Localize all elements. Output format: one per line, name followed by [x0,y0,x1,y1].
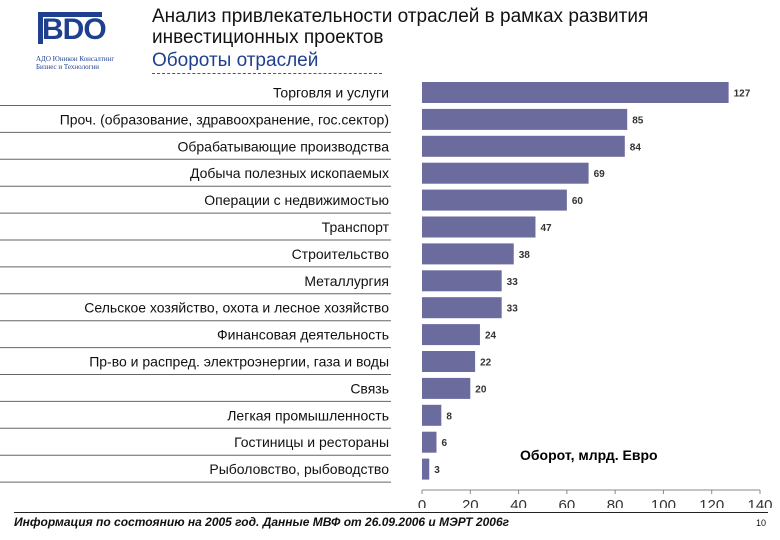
x-tick-label: 140 [747,497,772,508]
page-number: 10 [755,518,766,528]
bar [422,431,437,453]
category-label: Обрабатывающие производства [177,138,389,154]
bar [422,82,729,103]
bar [422,135,625,157]
value-label: 3 [434,465,440,476]
category-label: Сельское хозяйство, охота и лесное хозяй… [84,300,389,316]
bar [422,108,628,130]
category-label: Пр-во и распред. электроэнергии, газа и … [89,354,389,370]
footer-note: Информация по состоянию на 2005 год. Дан… [14,515,510,529]
category-label: Строительство [292,246,390,262]
category-label: Торговля и услуги [273,85,389,101]
value-label: 8 [446,411,452,422]
category-label: Транспорт [322,219,390,235]
bar [422,189,567,211]
bar [422,351,476,372]
category-label: Легкая промышленность [227,407,389,423]
bdo-logo: BDO АДО Юникон Консалтинг Бизнес и Техно… [36,12,136,72]
category-label: Добыча полезных ископаемых [190,165,389,181]
bar [422,458,430,480]
x-tick-label: 100 [651,497,676,508]
category-label: Финансовая деятельность [217,327,389,343]
category-label: Связь [350,380,389,396]
bar [422,270,502,292]
bar [422,297,502,319]
value-label: 60 [572,196,584,207]
category-label: Гостиницы и рестораны [234,434,389,450]
bar [422,162,589,184]
category-label: Операции с недвижимостью [204,192,389,208]
bar [422,324,480,346]
x-tick-label: 20 [462,497,479,508]
value-label: 84 [630,142,642,153]
page-subtitle: Обороты отраслей [152,50,319,71]
x-tick-label: 120 [699,497,724,508]
value-label: 22 [480,358,492,369]
logo-frame [38,12,102,44]
logo-name: BDO [42,13,107,46]
category-label: Металлургия [304,273,389,289]
x-tick-label: 60 [559,497,576,508]
value-label: 33 [507,277,519,288]
logo-subtitle-2: Бизнес и Технологии [36,63,99,71]
x-tick-label: 0 [418,497,426,508]
bar [422,377,471,399]
value-label: 127 [734,89,751,100]
unit-label: Оборот, млрд. Евро [520,447,658,463]
logo-subtitle-1: АДО Юникон Консалтинг [36,55,115,63]
value-label: 85 [632,115,644,126]
bar [422,404,442,426]
bar [422,243,514,265]
x-tick-label: 80 [607,497,624,508]
value-label: 47 [540,223,552,234]
bar [422,216,536,238]
value-label: 33 [507,304,519,315]
page-title: Анализ привлекательности отраслей в рамк… [152,6,649,48]
category-label: Рыболовство, рыбоводство [209,461,389,477]
category-label: Проч. (образование, здравоохранение, гос… [60,111,389,127]
title-divider [152,73,382,74]
value-label: 20 [475,384,487,395]
bar-chart: Торговля и услуги 127 Проч. (образование, … [0,82,773,508]
x-tick-label: 40 [510,497,527,508]
value-label: 24 [485,331,497,342]
value-label: 6 [441,438,447,449]
value-label: 38 [519,250,531,261]
footer-divider [14,512,768,513]
value-label: 69 [594,169,606,180]
